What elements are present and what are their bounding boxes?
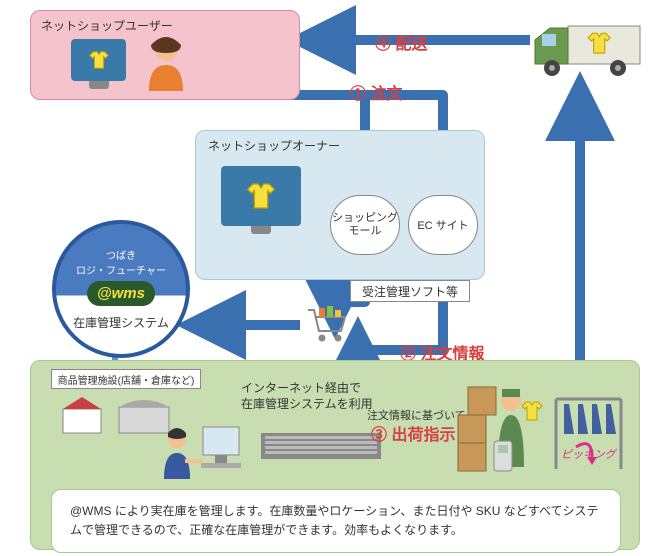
facility-label: 商品管理施設(店舗・倉庫など)	[51, 369, 201, 389]
user-person-icon	[141, 33, 191, 91]
shirt-icon	[245, 179, 277, 213]
owner-monitor	[221, 166, 301, 226]
wms-circle: つばき ロジ・フューチャー @wms 在庫管理システム	[52, 220, 190, 358]
step-1-order: ① 注文	[350, 80, 402, 104]
wms-line2: ロジ・フューチャー	[76, 262, 166, 277]
shirt-icon	[88, 48, 110, 72]
cart-icon	[305, 305, 350, 345]
wms-line3: 在庫管理システム	[73, 314, 169, 331]
user-title: ネットショップユーザー	[41, 17, 173, 34]
user-panel: ネットショップユーザー	[30, 10, 300, 100]
truck-icon	[530, 18, 645, 83]
shopping-mall-node: ショッピング モール	[330, 195, 400, 255]
order-software-node: 受注管理ソフト等	[350, 280, 470, 302]
picking-annotation: ピッキング	[561, 446, 616, 462]
owner-title: ネットショップオーナー	[208, 137, 340, 154]
warehouse-panel: 商品管理施設(店舗・倉庫など) 注文情報に基づいて ③ 出荷指示 インターネット…	[30, 360, 640, 550]
user-monitor	[71, 39, 126, 81]
internet-annotation: インターネット経由で 在庫管理システムを利用	[241, 381, 373, 412]
step-4-delivery: ④ 配送	[375, 30, 427, 54]
wms-line1: つばき	[106, 247, 136, 262]
ec-site-node: EC サイト	[408, 195, 478, 255]
server-icon	[261, 433, 381, 459]
description-box: @WMS により実在庫を管理します。在庫数量やロケーション、また日付や SKU …	[51, 489, 621, 553]
step-3-shipping: ③ 出荷指示	[371, 421, 455, 445]
operator-pc-icon	[161, 423, 246, 485]
wms-logo: @wms	[87, 281, 155, 306]
buildings-icon	[61, 395, 176, 435]
